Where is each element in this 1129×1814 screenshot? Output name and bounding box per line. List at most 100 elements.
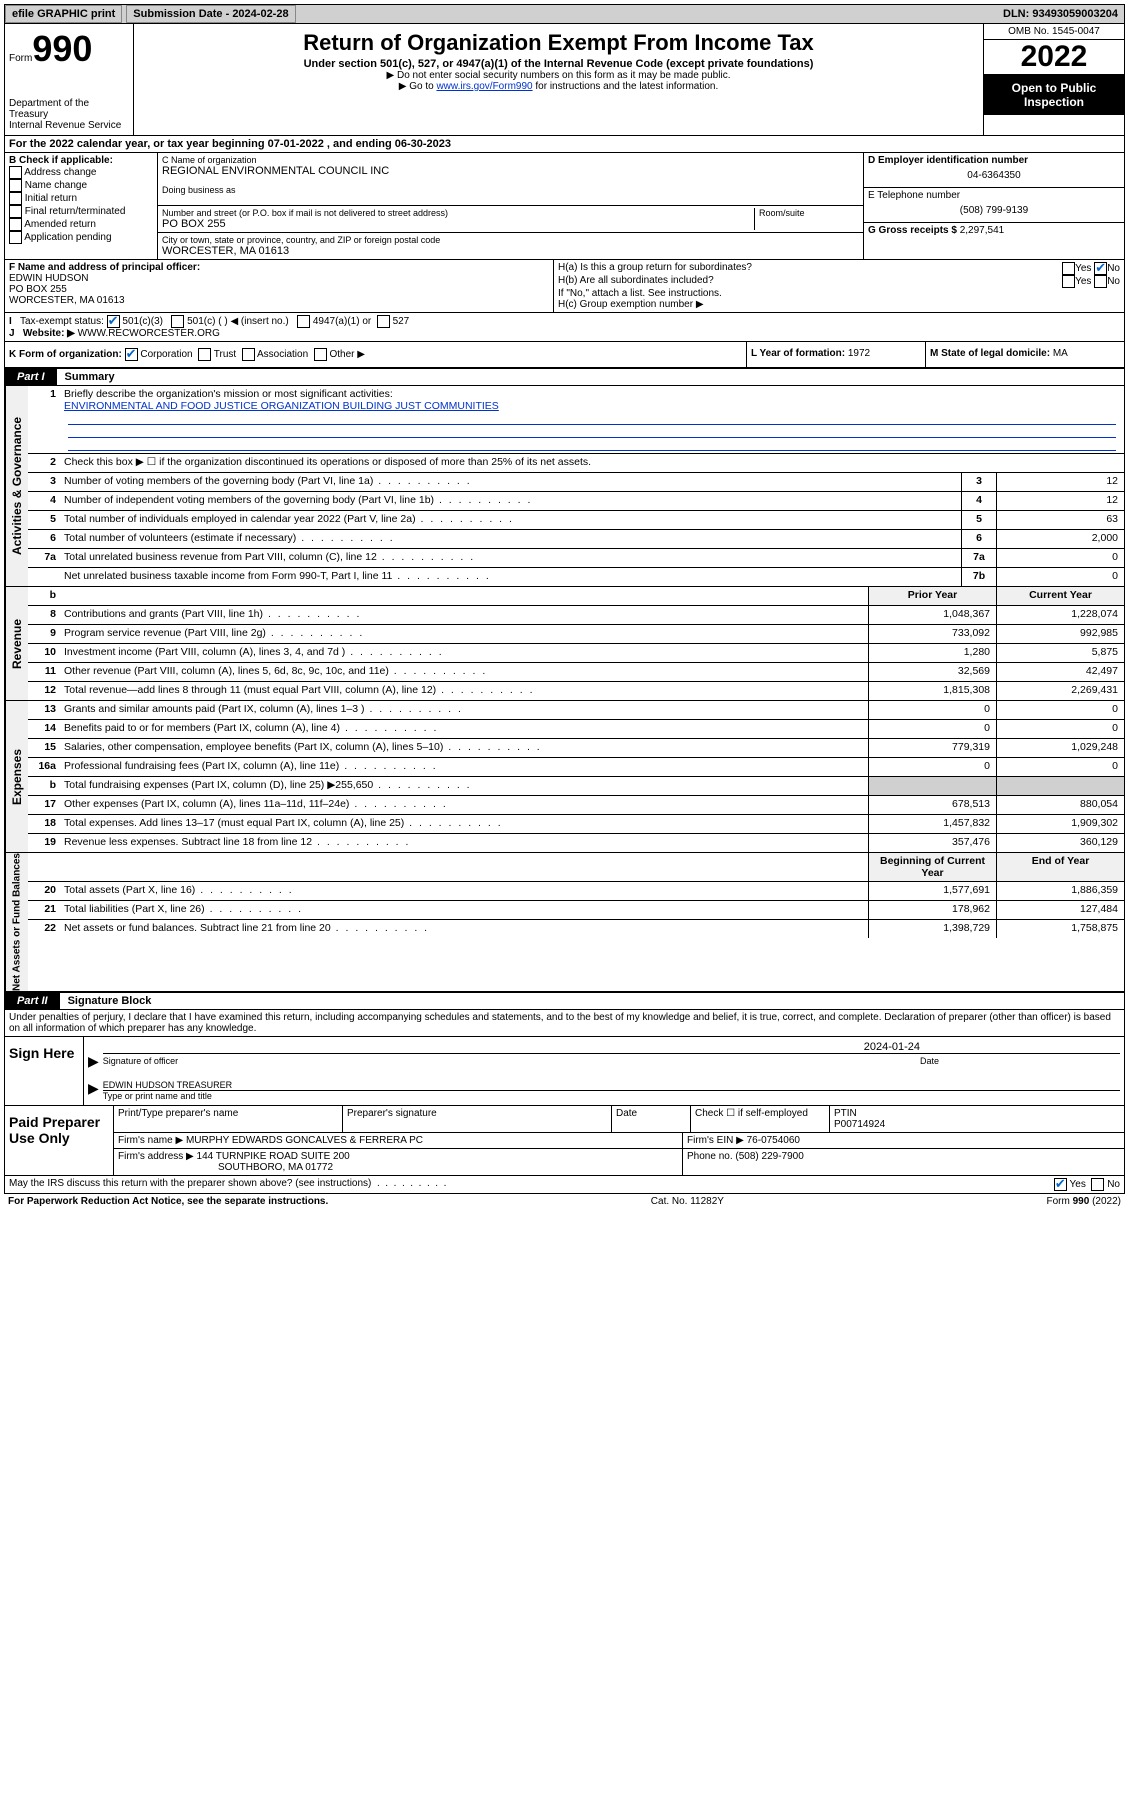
- opt-501c3: 501(c)(3): [122, 316, 163, 327]
- row-num: 5: [28, 511, 60, 529]
- summary-row: 4Number of independent voting members of…: [28, 492, 1124, 511]
- name-label: C Name of organization: [162, 155, 859, 165]
- efile-button[interactable]: efile GRAPHIC print: [5, 5, 122, 23]
- prep-name-hdr: Print/Type preparer's name: [114, 1106, 343, 1132]
- row-text: Total liabilities (Part X, line 26): [60, 901, 868, 919]
- summary-row: 17Other expenses (Part IX, column (A), l…: [28, 796, 1124, 815]
- part-i-title: Summary: [57, 369, 123, 385]
- note2-pre: ▶ Go to: [399, 81, 437, 92]
- box-b-item[interactable]: Name change: [9, 179, 153, 192]
- row-current: 1,758,875: [996, 920, 1124, 938]
- row-num: b: [28, 777, 60, 795]
- hb-label: H(b) Are all subordinates included?: [558, 275, 714, 288]
- box-b-item[interactable]: Final return/terminated: [9, 205, 153, 218]
- street-address: PO BOX 255: [162, 218, 754, 230]
- rev-label: Revenue: [5, 587, 28, 700]
- discuss-answer: Yes No: [1054, 1178, 1120, 1191]
- tax-status-label: Tax-exempt status:: [20, 316, 104, 327]
- row-text: Total number of individuals employed in …: [60, 511, 961, 529]
- box-b-item[interactable]: Application pending: [9, 231, 153, 244]
- row-num: 21: [28, 901, 60, 919]
- row-text: Net assets or fund balances. Subtract li…: [60, 920, 868, 938]
- row-prior: 1,280: [868, 644, 996, 662]
- discuss-question: May the IRS discuss this return with the…: [9, 1178, 1054, 1191]
- q1-value: ENVIRONMENTAL AND FOOD JUSTICE ORGANIZAT…: [64, 400, 1120, 412]
- row-num: 9: [28, 625, 60, 643]
- city-state-zip: WORCESTER, MA 01613: [162, 245, 859, 257]
- submission-date-button[interactable]: Submission Date - 2024-02-28: [126, 5, 295, 23]
- row-value: 0: [996, 549, 1124, 567]
- row-box: 5: [961, 511, 996, 529]
- row-num: 13: [28, 701, 60, 719]
- summary-row: 13Grants and similar amounts paid (Part …: [28, 701, 1124, 720]
- firm-ein: 76-0754060: [747, 1135, 800, 1146]
- box-b-item[interactable]: Amended return: [9, 218, 153, 231]
- declaration: Under penalties of perjury, I declare th…: [5, 1010, 1124, 1036]
- firm-name: MURPHY EDWARDS GONCALVES & FERRERA PC: [186, 1135, 423, 1146]
- firm-addr2: SOUTHBORO, MA 01772: [118, 1162, 678, 1173]
- q1-num: 1: [28, 386, 60, 453]
- summary-row: 12Total revenue—add lines 8 through 11 (…: [28, 682, 1124, 700]
- top-bar: efile GRAPHIC print Submission Date - 20…: [4, 4, 1125, 24]
- row-prior: [868, 777, 996, 795]
- opt-501c: 501(c) ( ) ◀ (insert no.): [187, 316, 289, 327]
- exp-label: Expenses: [5, 701, 28, 852]
- summary-row: 19Revenue less expenses. Subtract line 1…: [28, 834, 1124, 852]
- box-b-item[interactable]: Address change: [9, 166, 153, 179]
- year-formation: 1972: [848, 348, 870, 359]
- row-current: 992,985: [996, 625, 1124, 643]
- row-text: Net unrelated business taxable income fr…: [60, 568, 961, 586]
- signature-block: Under penalties of perjury, I declare th…: [4, 1010, 1125, 1194]
- row-prior: 0: [868, 720, 996, 738]
- box-b-item[interactable]: Initial return: [9, 192, 153, 205]
- row-prior: 1,048,367: [868, 606, 996, 624]
- na-label: Net Assets or Fund Balances: [5, 853, 28, 991]
- row-text: Revenue less expenses. Subtract line 18 …: [60, 834, 868, 852]
- firm-name-label: Firm's name ▶: [118, 1135, 183, 1146]
- line-f-label: F Name and address of principal officer:: [9, 262, 549, 273]
- row-current: 0: [996, 720, 1124, 738]
- summary-row: 7aTotal unrelated business revenue from …: [28, 549, 1124, 568]
- page-footer: For Paperwork Reduction Act Notice, see …: [4, 1194, 1125, 1209]
- opt-527: 527: [393, 316, 410, 327]
- line-a-text: For the 2022 calendar year, or tax year …: [5, 136, 1124, 152]
- line-l-label: L Year of formation:: [751, 348, 845, 359]
- form-number: 990: [32, 28, 92, 69]
- box-deg: D Employer identification number 04-6364…: [863, 153, 1124, 259]
- row-current: 0: [996, 701, 1124, 719]
- phone-label: E Telephone number: [868, 190, 1120, 201]
- paid-preparer-label: Paid Preparer Use Only: [5, 1106, 114, 1175]
- org-name: REGIONAL ENVIRONMENTAL COUNCIL INC: [162, 165, 859, 177]
- summary-row: 14Benefits paid to or for members (Part …: [28, 720, 1124, 739]
- open-public: Open to Public Inspection: [984, 75, 1124, 115]
- prep-check-hdr: Check ☐ if self-employed: [691, 1106, 830, 1132]
- row-prior: 0: [868, 758, 996, 776]
- row-current: 42,497: [996, 663, 1124, 681]
- room-label: Room/suite: [759, 208, 859, 218]
- hb-answer: Yes No: [1062, 275, 1120, 288]
- firm-addr-label: Firm's address ▶: [118, 1151, 194, 1162]
- preparer-block: Paid Preparer Use Only Print/Type prepar…: [5, 1105, 1124, 1175]
- irs-link[interactable]: www.irs.gov/Form990: [436, 81, 532, 92]
- row-prior: 779,319: [868, 739, 996, 757]
- website-label: Website: ▶: [23, 328, 75, 339]
- part-ii-header: Part II Signature Block: [4, 992, 1125, 1010]
- part-i-tab: Part I: [5, 369, 57, 385]
- hc-label: H(c) Group exemption number ▶: [558, 299, 1120, 310]
- row-num: 4: [28, 492, 60, 510]
- expenses-block: Expenses 13Grants and similar amounts pa…: [4, 701, 1125, 853]
- row-num: 18: [28, 815, 60, 833]
- summary-row: 11Other revenue (Part VIII, column (A), …: [28, 663, 1124, 682]
- row-num: 14: [28, 720, 60, 738]
- row-box: 7a: [961, 549, 996, 567]
- officer-name-title: EDWIN HUDSON TREASURER: [103, 1080, 1120, 1090]
- row-num: 20: [28, 882, 60, 900]
- firm-phone-label: Phone no.: [687, 1151, 733, 1162]
- row-current: 0: [996, 758, 1124, 776]
- summary-row: 20Total assets (Part X, line 16)1,577,69…: [28, 882, 1124, 901]
- row-text: Grants and similar amounts paid (Part IX…: [60, 701, 868, 719]
- summary-row: Net unrelated business taxable income fr…: [28, 568, 1124, 586]
- q2-num: 2: [28, 454, 60, 472]
- row-num: 16a: [28, 758, 60, 776]
- row-prior: 678,513: [868, 796, 996, 814]
